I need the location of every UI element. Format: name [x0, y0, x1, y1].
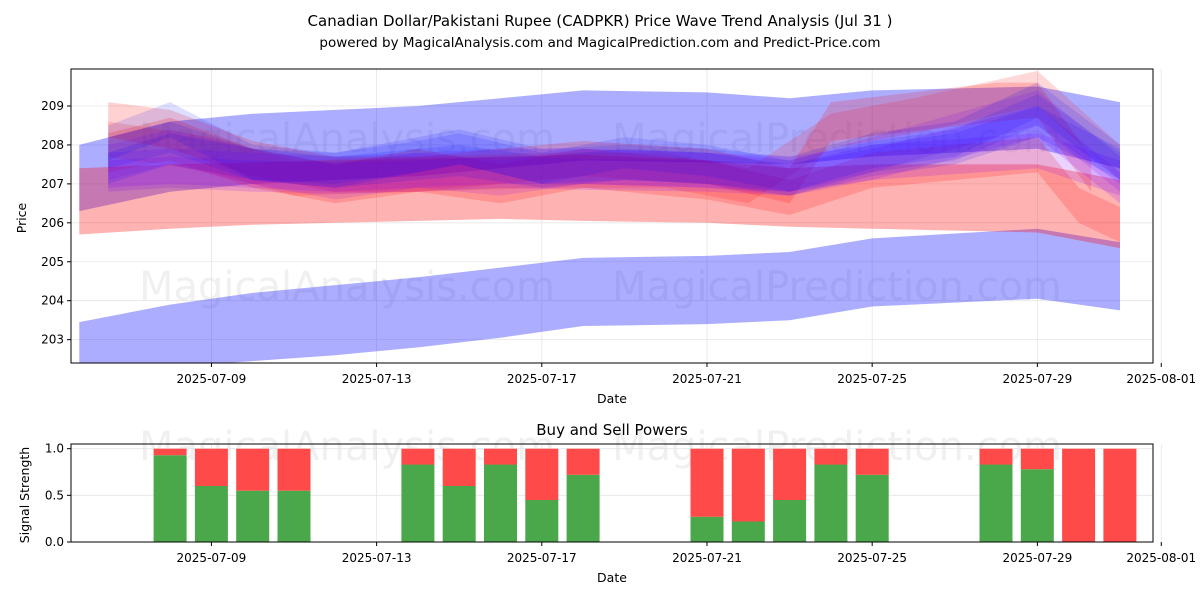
buy-bar [773, 500, 807, 542]
price-band-red-wide [79, 154, 1120, 249]
buy-sell-xtick-label: 2025-07-21 [672, 551, 742, 565]
buy-sell-ytick-label: 0.5 [45, 488, 64, 502]
sell-bar [773, 448, 807, 500]
buy-bar [236, 490, 270, 542]
buy-bar [194, 486, 228, 542]
sell-bar [401, 448, 435, 465]
buy-sell-xlabel: Date [597, 570, 627, 585]
price-band-purple-3 [108, 90, 1120, 200]
price-band-blue-3 [108, 94, 1120, 192]
price-ytick-label: 204 [41, 294, 64, 308]
watermark-text: MagicalPrediction.com [612, 116, 1062, 162]
buy-sell-ylabel: Signal Strength [17, 447, 32, 543]
buy-bar [153, 455, 187, 542]
buy-bar [442, 486, 476, 542]
buy-bar [979, 464, 1013, 542]
price-xtick-label: 2025-07-25 [837, 372, 907, 386]
buy-sell-plot-frame [70, 443, 1154, 543]
price-band-blue-upper-wide [79, 86, 1120, 212]
price-plot-frame [70, 68, 1154, 364]
sell-bar [566, 448, 600, 475]
chart-title: Canadian Dollar/Pakistani Rupee (CADPKR)… [308, 12, 893, 30]
buy-sell-xtick-label: 2025-07-09 [177, 551, 247, 565]
buy-bar [566, 474, 600, 542]
buy-sell-xtick-label: 2025-07-29 [1002, 551, 1072, 565]
sell-bar [979, 448, 1013, 465]
watermark-text: MagicalAnalysis.com [139, 264, 555, 310]
sell-bar [525, 448, 559, 500]
buy-bar [277, 490, 311, 542]
price-ytick-label: 206 [41, 216, 64, 230]
buy-bar [401, 464, 435, 542]
buy-sell-ytick-label: 1.0 [45, 442, 64, 456]
sell-bar [731, 448, 765, 522]
sell-bar [194, 448, 228, 486]
buy-bar [525, 500, 559, 542]
buy-sell-title: Buy and Sell Powers [536, 421, 688, 439]
buy-sell-xtick-label: 2025-07-25 [837, 551, 907, 565]
price-band-blue-1 [108, 82, 1120, 192]
price-xtick-label: 2025-07-09 [177, 372, 247, 386]
price-xtick-label: 2025-07-29 [1002, 372, 1072, 386]
sell-bar [1103, 448, 1137, 542]
buy-sell-ytick-label: 0.0 [45, 535, 64, 549]
price-band-red-1 [108, 82, 1092, 204]
sell-bar [1062, 448, 1096, 542]
sell-bar [153, 448, 187, 456]
price-ylabel: Price [14, 202, 29, 233]
watermark-text: MagicalPrediction.com [612, 264, 1062, 310]
price-band-blue-2 [108, 106, 1120, 196]
price-band-blue-lower-wide [79, 228, 1120, 363]
buy-sell-xtick-label: 2025-08-01 [1126, 551, 1196, 565]
price-xtick-label: 2025-07-21 [672, 372, 742, 386]
price-wave-chart: MagicalAnalysis.com MagicalPrediction.com… [41, 68, 1196, 386]
price-ytick-label: 203 [41, 333, 64, 347]
sell-bar [277, 448, 311, 491]
price-band-red-2 [108, 117, 1120, 243]
sell-bar [484, 448, 517, 465]
price-xlabel: Date [597, 391, 627, 406]
buy-bar [731, 521, 765, 542]
price-band-red-3 [108, 70, 1120, 204]
price-xtick-label: 2025-07-17 [507, 372, 577, 386]
sell-bar [442, 448, 476, 486]
buy-sell-xtick-label: 2025-07-13 [342, 551, 412, 565]
sell-bar [814, 448, 848, 465]
price-xtick-label: 2025-08-01 [1126, 372, 1196, 386]
price-ytick-label: 207 [41, 177, 64, 191]
watermark-text: MagicalAnalysis.com [139, 116, 555, 162]
buy-bar [1020, 469, 1054, 542]
sell-bar [855, 448, 889, 475]
buy-bar [690, 516, 724, 542]
price-bands [79, 70, 1120, 363]
price-band-purple-1 [108, 133, 1120, 196]
price-band-purple-2 [108, 106, 1120, 204]
price-xtick-label: 2025-07-13 [342, 372, 412, 386]
chart-subtitle: powered by MagicalAnalysis.com and Magic… [319, 35, 880, 51]
buy-bar [484, 464, 517, 542]
buy-bar [855, 474, 889, 542]
sell-bar [236, 448, 270, 491]
price-ytick-label: 209 [41, 99, 64, 113]
buy-bar [814, 464, 848, 542]
price-ytick-label: 208 [41, 138, 64, 152]
buy-sell-powers-chart: MagicalAnalysis.com MagicalPrediction.com… [45, 424, 1196, 565]
sell-bar [690, 448, 724, 517]
sell-bar [1020, 448, 1054, 470]
price-ytick-label: 205 [41, 255, 64, 269]
buy-sell-xtick-label: 2025-07-17 [507, 551, 577, 565]
